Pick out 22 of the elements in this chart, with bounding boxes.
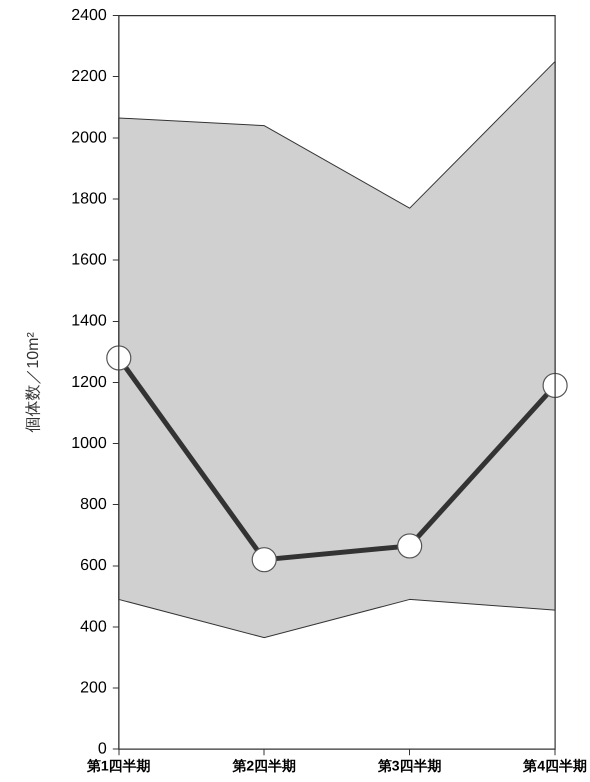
x-tick-label: 第4四半期 (522, 757, 588, 774)
point (252, 547, 277, 572)
y-tick-label: 1400 (71, 312, 107, 330)
x-tick-label: 第1四半期 (86, 757, 151, 774)
y-tick-label: 2400 (71, 7, 107, 24)
point (106, 345, 132, 371)
y-tick-label: 2200 (71, 68, 107, 86)
y-tick-label: 800 (80, 496, 107, 514)
y-tick-label: 1800 (71, 190, 107, 208)
y-tick-label: 600 (80, 557, 107, 574)
y-tick-label: 2000 (71, 129, 107, 146)
y-tick-label: 1000 (71, 434, 107, 452)
x-tick-label: 第3四半期 (376, 757, 442, 774)
point (542, 372, 568, 398)
y-axis-title: 個体数／10m² (25, 332, 42, 433)
y-tick-label: 1600 (71, 252, 107, 269)
y-tick-label: 1200 (71, 374, 107, 391)
y-tick-label: 400 (80, 618, 107, 636)
point (397, 533, 422, 559)
x-tick-label: 第2四半期 (231, 757, 296, 774)
y-tick-label: 200 (80, 679, 107, 696)
y-tick-label: 0 (98, 740, 107, 758)
